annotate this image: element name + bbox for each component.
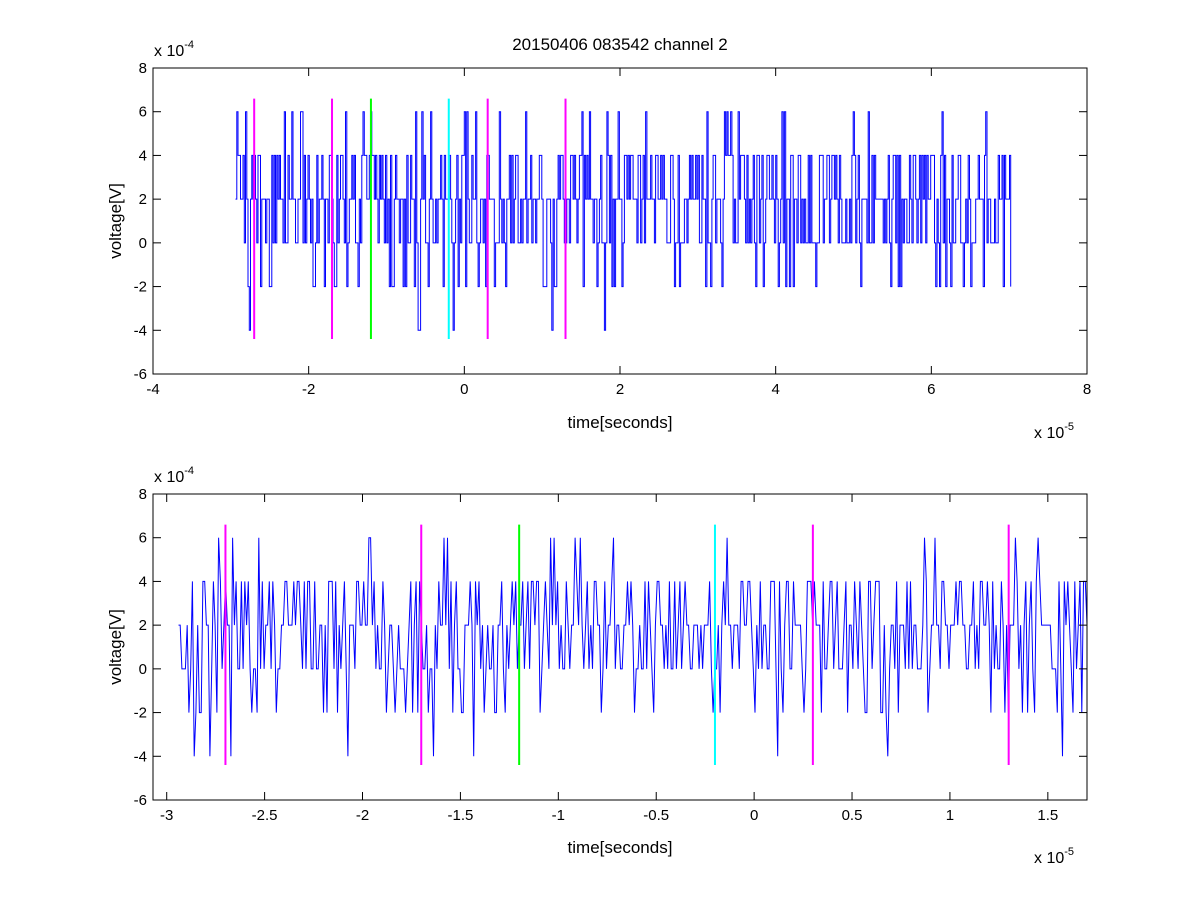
bottom-y-tick-label: 6 xyxy=(139,530,147,547)
top-x-axis-label: time[seconds] xyxy=(568,413,673,432)
bottom-y-tick-label: 8 xyxy=(139,486,147,503)
top-y-multiplier: x 10-4 xyxy=(154,39,194,60)
bottom-x-tick-label: -2 xyxy=(356,807,369,824)
top-x-tick-label: -2 xyxy=(302,381,315,398)
bottom-plot-marks xyxy=(178,524,1088,766)
bottom-x-tick-label: -1.5 xyxy=(447,807,473,824)
bottom-y-axis-label: voltage[V] xyxy=(106,609,125,685)
bottom-y-multiplier-base: x 10 xyxy=(154,469,184,486)
top-y-tick-label: 4 xyxy=(139,147,147,164)
bottom-x-multiplier-base: x 10 xyxy=(1034,850,1064,867)
bottom-signal-trace xyxy=(178,537,1088,757)
bottom-y-multiplier-exponent: -4 xyxy=(184,465,194,477)
top-y-tick-label: 0 xyxy=(139,235,147,252)
bottom-axes-panel: -3 -2.5 -2 -1.5 -1 -0.5 0 0.5 1 1.5 -6 -4 -2 0 2 4 6 8 ti… xyxy=(106,465,1088,867)
top-x-tick-label: 6 xyxy=(927,381,935,398)
bottom-axis-ticks: -3 -2.5 -2 -1.5 -1 -0.5 0 0.5 1 1.5 -6 -4 -2 0 2 4 6 8 xyxy=(134,486,1087,824)
bottom-x-tick-label: 0.5 xyxy=(842,807,863,824)
bottom-x-tick-label: -0.5 xyxy=(643,807,669,824)
bottom-y-multiplier: x 10-4 xyxy=(154,465,194,486)
top-y-tick-label: 6 xyxy=(139,104,147,121)
bottom-x-axis-label: time[seconds] xyxy=(568,838,673,857)
top-x-tick-label: 8 xyxy=(1083,381,1091,398)
bottom-x-tick-label: -1 xyxy=(552,807,565,824)
bottom-x-tick-label: 1.5 xyxy=(1037,807,1058,824)
figure-title: 20150406 083542 channel 2 xyxy=(512,35,728,54)
bottom-x-tick-label: 1 xyxy=(946,807,954,824)
bottom-y-tick-label: -6 xyxy=(134,792,147,809)
top-y-multiplier-base: x 10 xyxy=(154,43,184,60)
top-x-multiplier-base: x 10 xyxy=(1034,425,1064,442)
bottom-x-multiplier: x 10-5 xyxy=(1034,846,1074,867)
top-y-multiplier-exponent: -4 xyxy=(184,39,194,51)
top-x-tick-label: 4 xyxy=(771,381,779,398)
top-x-multiplier: x 10-5 xyxy=(1034,421,1074,442)
top-x-tick-label: 0 xyxy=(460,381,468,398)
bottom-x-tick-label: 0 xyxy=(750,807,758,824)
top-y-tick-label: -6 xyxy=(134,366,147,383)
top-y-tick-label: 2 xyxy=(139,191,147,208)
bottom-x-tick-label: -3 xyxy=(160,807,173,824)
top-plot-marks xyxy=(235,98,1012,340)
top-y-tick-label: -4 xyxy=(134,322,147,339)
top-x-tick-label: -4 xyxy=(146,381,159,398)
bottom-y-tick-label: 0 xyxy=(139,661,147,678)
top-x-tick-label: 2 xyxy=(616,381,624,398)
bottom-y-tick-label: 4 xyxy=(139,573,147,590)
top-y-tick-label: 8 xyxy=(139,60,147,77)
bottom-y-tick-label: -2 xyxy=(134,705,147,722)
bottom-x-multiplier-exponent: -5 xyxy=(1064,846,1074,858)
bottom-y-tick-label: -4 xyxy=(134,748,147,765)
bottom-x-tick-label: -2.5 xyxy=(252,807,278,824)
top-signal-trace xyxy=(235,111,1012,331)
top-y-tick-label: -2 xyxy=(134,279,147,296)
top-x-multiplier-exponent: -5 xyxy=(1064,421,1074,433)
bottom-y-tick-label: 2 xyxy=(139,617,147,634)
bottom-axes-frame xyxy=(152,493,1088,801)
top-y-axis-label: voltage[V] xyxy=(106,183,125,259)
